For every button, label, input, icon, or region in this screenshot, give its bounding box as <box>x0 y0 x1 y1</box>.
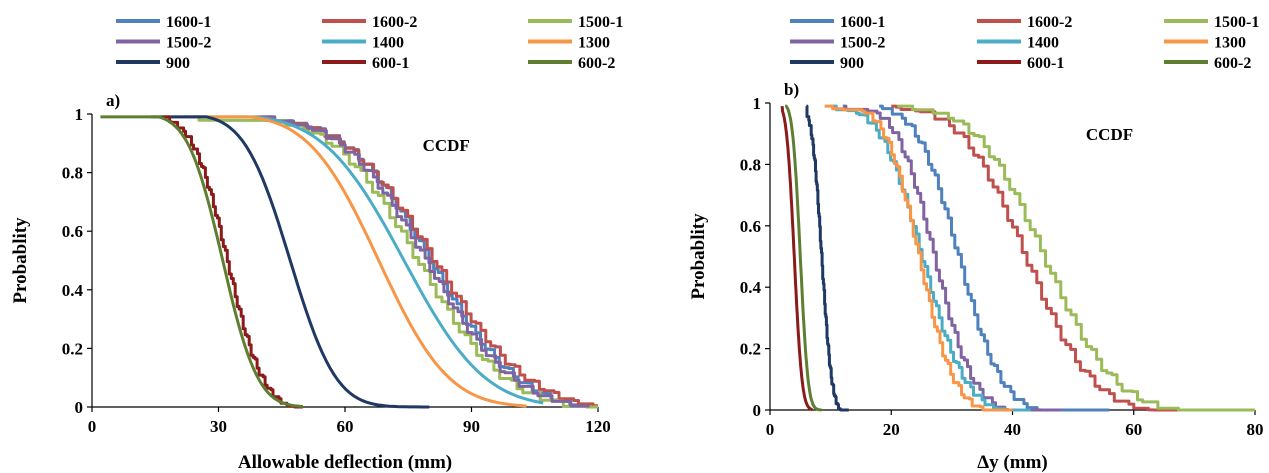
legend-label: 900 <box>840 55 864 72</box>
x-tick-label: 90 <box>463 417 480 436</box>
series-line-1300 <box>172 115 527 408</box>
legend-label: 1600-2 <box>372 14 417 31</box>
series-line-1500-2 <box>260 115 590 408</box>
y-tick-label: 0 <box>75 398 84 417</box>
x-tick-label: 60 <box>1125 420 1142 439</box>
legend-label: 1400 <box>372 35 404 52</box>
x-tick-label: 30 <box>210 417 227 436</box>
y-axis-title: Probablity <box>10 217 31 304</box>
y-tick-label: 0.4 <box>62 281 84 300</box>
series-line-600-1 <box>780 105 814 412</box>
legend-label: 1300 <box>1214 35 1246 52</box>
legend-label: 1300 <box>578 35 610 52</box>
legend-label: 900 <box>166 55 190 72</box>
series-line-900 <box>805 104 850 412</box>
legend-label: 1500-2 <box>166 35 211 52</box>
legend-label: 600-2 <box>1214 55 1251 72</box>
legend-label: 1500-2 <box>840 35 885 52</box>
x-tick-label: 20 <box>883 420 900 439</box>
chart-panel-b: 0 0.2 0.4 0.6 0.8 1 0 20 40 60 80 Δy (mm) Probablity… <box>688 14 1264 473</box>
ccdf-annotation: CCDF <box>423 136 470 155</box>
panel-label: b) <box>784 80 799 99</box>
y-tick-label: 0.4 <box>740 278 762 297</box>
legend-label: 600-2 <box>578 55 615 72</box>
series-line-1600-1 <box>879 104 1110 412</box>
y-tick-label: 0.2 <box>740 340 761 359</box>
x-tick-label: 60 <box>337 417 354 436</box>
y-tick-label: 0.8 <box>740 155 761 174</box>
y-tick-label: 0.6 <box>740 217 761 236</box>
x-tick-label: 0 <box>766 420 775 439</box>
legend-label: 1500-1 <box>1214 14 1259 31</box>
legend-label: 600-1 <box>372 55 409 72</box>
legend-label: 1500-1 <box>578 14 623 31</box>
y-axis-title: Probablity <box>688 213 709 300</box>
series-line-1600-2 <box>256 115 598 408</box>
x-tick-label: 80 <box>1247 420 1264 439</box>
legend-label: 600-1 <box>1027 55 1064 72</box>
ccdf-annotation: CCDF <box>1086 125 1133 144</box>
series-line-900 <box>151 115 430 409</box>
y-tick-label: 1 <box>753 94 762 113</box>
series-line-600-2 <box>100 115 303 408</box>
legend-label: 1600-1 <box>840 14 885 31</box>
x-tick-label: 40 <box>1004 420 1021 439</box>
x-tick-label: 0 <box>88 417 97 436</box>
y-tick-label: 0.6 <box>62 222 83 241</box>
legend-label: 1600-1 <box>166 14 211 31</box>
legend-label: 1400 <box>1027 35 1059 52</box>
x-tick-label: 120 <box>585 417 611 436</box>
y-tick-label: 0.2 <box>62 339 83 358</box>
series-line-1500-1 <box>897 104 1255 412</box>
y-tick-label: 1 <box>75 105 84 124</box>
x-axis-title: Δy (mm) <box>977 452 1047 473</box>
y-tick-label: 0.8 <box>62 164 83 183</box>
legend-label: 1600-2 <box>1027 14 1072 31</box>
y-tick-label: 0 <box>753 401 762 420</box>
series-line-600-2 <box>784 104 823 412</box>
chart-panel-a: 0 0.2 0.4 0.6 0.8 1 0 30 60 90 120 Allowable deflec… <box>10 14 623 473</box>
series-line-600-1 <box>163 115 303 409</box>
panel-label: a) <box>106 91 120 110</box>
series-line-1600-2 <box>891 104 1231 412</box>
series-line-1300 <box>824 104 1013 412</box>
series-line-1400 <box>830 104 1031 412</box>
x-axis-title: Allowable deflection (mm) <box>238 452 452 473</box>
